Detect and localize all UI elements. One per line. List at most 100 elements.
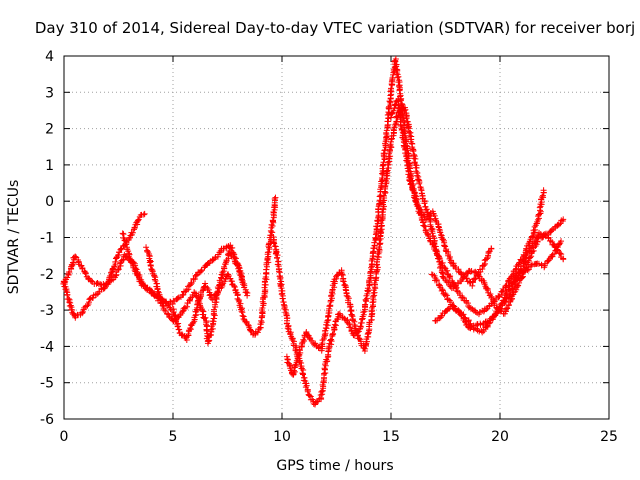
data-point-marker [442, 291, 449, 298]
data-point-marker [416, 180, 423, 187]
data-point-marker [66, 269, 73, 276]
data-point-marker [72, 253, 79, 260]
data-point-marker [112, 258, 119, 265]
data-point-marker [298, 365, 305, 372]
y-tick-label: 2 [45, 122, 54, 138]
data-point-marker [548, 227, 555, 234]
data-point-marker [388, 143, 395, 150]
data-point-marker [385, 159, 392, 166]
data-point-marker [391, 122, 398, 129]
data-point-marker [185, 331, 192, 338]
x-tick-label: 0 [60, 429, 69, 445]
data-point-marker [245, 321, 252, 328]
data-point-marker [278, 291, 285, 298]
data-point-marker [362, 301, 369, 308]
y-tick-label: -5 [40, 376, 54, 392]
data-point-marker [445, 279, 452, 286]
data-point-marker [377, 227, 384, 234]
data-point-marker [504, 304, 511, 311]
data-point-marker [429, 230, 436, 237]
data-point-marker [306, 392, 313, 399]
data-point-marker [441, 242, 448, 249]
data-point-marker [258, 317, 265, 324]
data-point-marker [388, 85, 395, 92]
data-point-marker [463, 275, 470, 282]
data-point-marker [161, 306, 168, 313]
data-point-marker [202, 280, 209, 287]
data-point-marker [300, 377, 307, 384]
data-point-marker [459, 294, 466, 301]
data-point-marker [328, 336, 335, 343]
data-point-marker [352, 326, 359, 333]
data-point-marker [202, 314, 209, 321]
data-point-marker [447, 259, 454, 266]
data-point-marker [209, 318, 216, 325]
data-point-marker [256, 325, 263, 332]
grid-lines [64, 56, 609, 419]
data-point-marker [269, 217, 276, 224]
data-point-marker [203, 327, 210, 334]
data-point-marker [376, 193, 383, 200]
data-point-marker [460, 311, 467, 318]
data-series-sdtvar [60, 56, 567, 408]
data-point-marker [417, 212, 424, 219]
data-point-marker [119, 230, 126, 237]
data-point-marker [545, 234, 552, 241]
y-tick-label: -3 [40, 303, 54, 319]
data-point-marker [505, 287, 512, 294]
data-point-marker [407, 173, 414, 180]
data-point-marker [411, 194, 418, 201]
axis-ticks [63, 55, 610, 420]
data-point-marker [371, 239, 378, 246]
data-point-marker [474, 272, 481, 279]
data-point-marker [505, 286, 512, 293]
data-point-marker [205, 286, 212, 293]
data-point-marker [396, 87, 403, 94]
data-point-marker [428, 226, 435, 233]
data-point-marker [371, 289, 378, 296]
data-point-marker [433, 277, 440, 284]
data-point-marker [392, 101, 399, 108]
data-point-marker [117, 246, 124, 253]
data-point-marker [390, 107, 397, 114]
data-point-marker [271, 195, 278, 202]
data-point-marker [129, 229, 136, 236]
data-point-marker [410, 187, 417, 194]
data-point-marker [279, 295, 286, 302]
data-point-marker [152, 277, 159, 284]
data-point-marker [198, 266, 205, 273]
data-point-marker [380, 192, 387, 199]
data-point-marker [539, 194, 546, 201]
data-point-marker [388, 114, 395, 121]
data-point-marker [300, 371, 307, 378]
y-tick-label: -2 [40, 267, 54, 283]
data-point-marker [414, 172, 421, 179]
y-tick-label: 3 [45, 85, 54, 101]
data-point-marker [331, 321, 338, 328]
data-point-marker [356, 335, 363, 342]
data-point-marker [174, 295, 181, 302]
data-point-marker [155, 288, 162, 295]
data-point-marker [135, 216, 142, 223]
data-point-marker [527, 262, 534, 269]
data-point-marker [481, 262, 488, 269]
data-point-marker [289, 336, 296, 343]
data-point-marker [300, 336, 307, 343]
data-point-marker [483, 306, 490, 313]
data-point-marker [259, 305, 266, 312]
data-point-marker [180, 291, 187, 298]
data-point-marker [557, 250, 564, 257]
data-point-marker [264, 249, 271, 256]
data-point-marker [524, 267, 531, 274]
data-point-marker [274, 255, 281, 262]
data-point-marker [319, 337, 326, 344]
data-point-marker [468, 268, 475, 275]
data-point-marker [467, 320, 474, 327]
data-point-marker [520, 258, 527, 265]
data-point-marker [528, 233, 535, 240]
y-tick-label: -4 [40, 339, 54, 355]
data-point-marker [399, 126, 406, 133]
data-point-marker [439, 287, 446, 294]
data-point-marker [364, 285, 371, 292]
data-point-marker [272, 194, 279, 201]
